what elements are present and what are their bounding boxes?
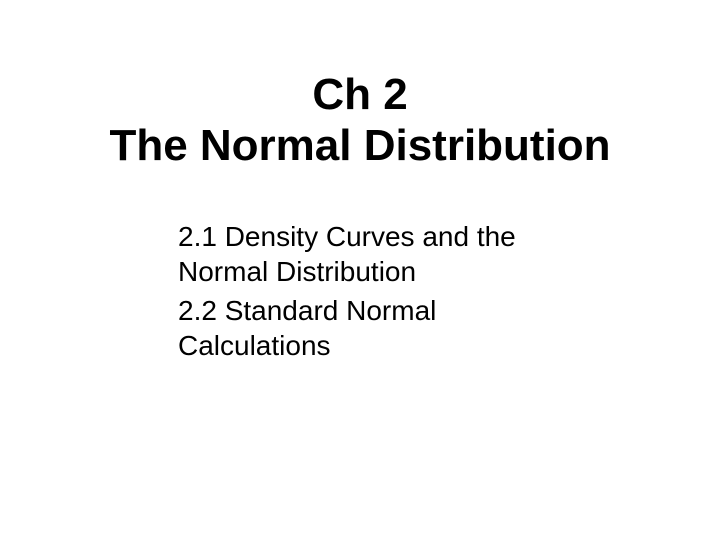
slide-container: Ch 2 The Normal Distribution 2.1 Density… xyxy=(0,0,720,540)
title-line-1: Ch 2 xyxy=(50,70,670,121)
title-line-2: The Normal Distribution xyxy=(50,121,670,172)
title-block: Ch 2 The Normal Distribution xyxy=(50,70,670,171)
subsections-block: 2.1 Density Curves and the Normal Distri… xyxy=(50,219,670,363)
subsection-item: 2.2 Standard Normal Calculations xyxy=(178,293,570,363)
subsection-item: 2.1 Density Curves and the Normal Distri… xyxy=(178,219,570,289)
